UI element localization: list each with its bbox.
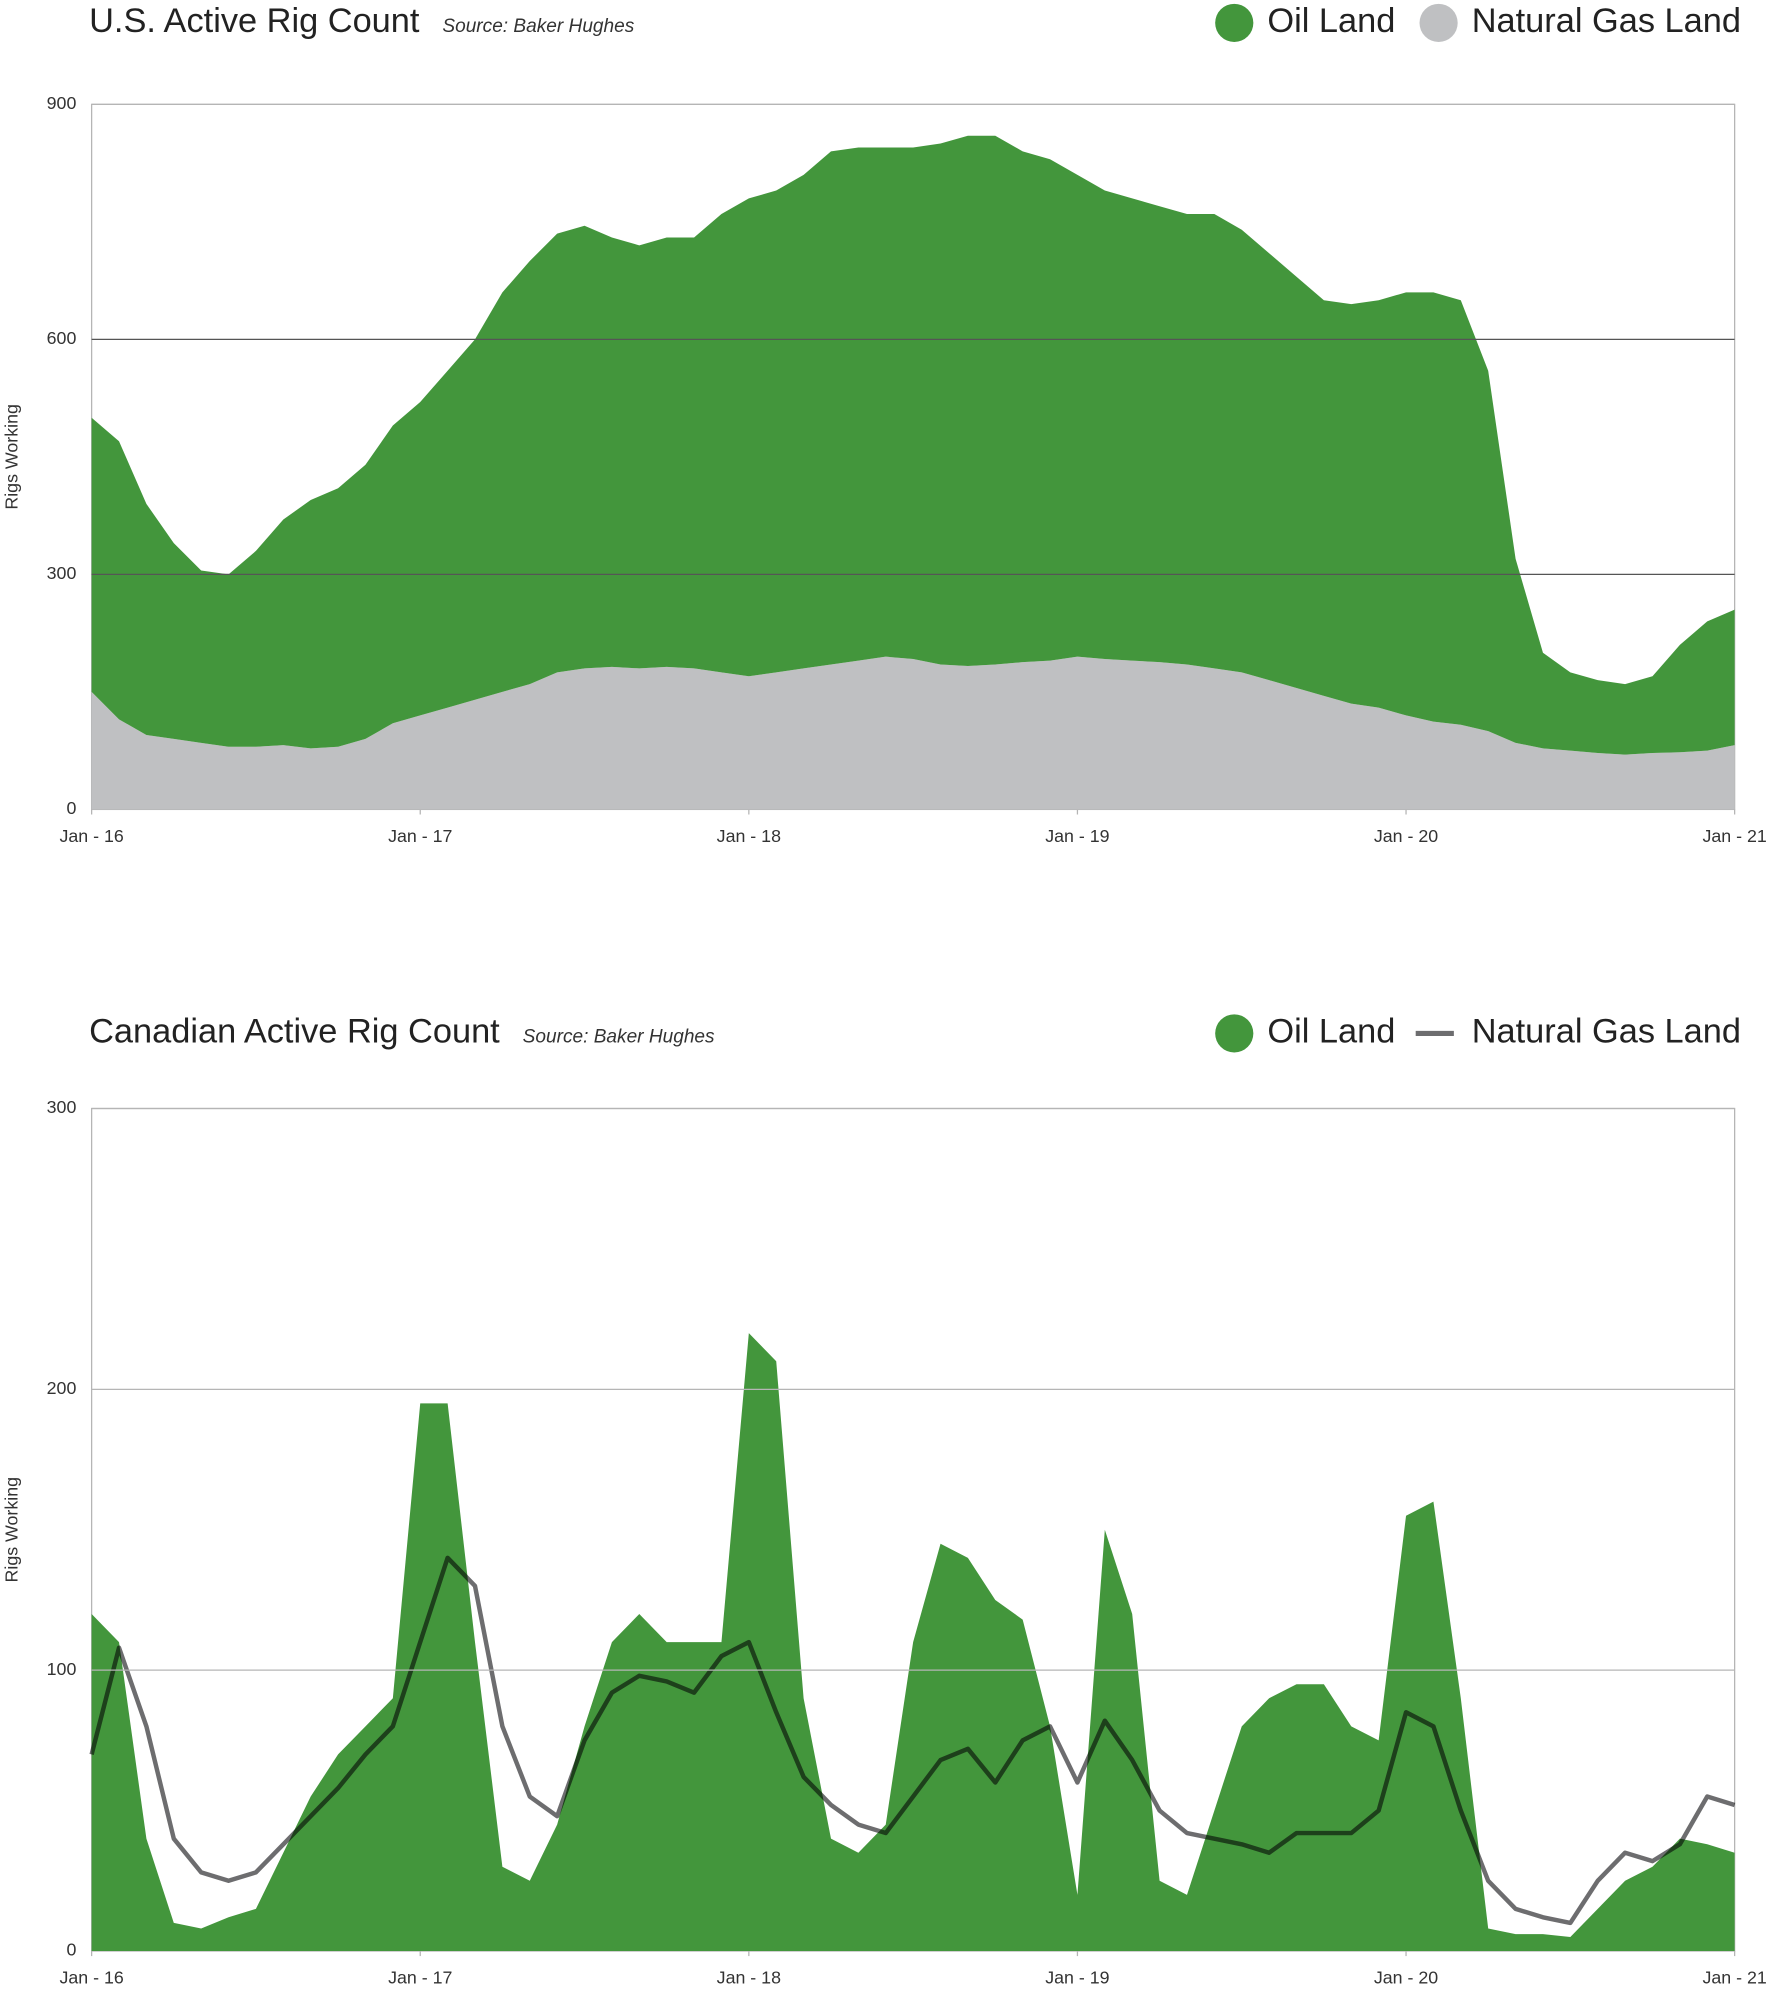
y-tick-label: 900	[47, 93, 77, 113]
x-tick-label: Jan - 16	[59, 1968, 123, 1988]
chart-title: Canadian Active Rig Count	[89, 1012, 500, 1050]
y-tick-label: 200	[47, 1378, 77, 1398]
legend-label: Natural Gas Land	[1472, 2, 1741, 40]
y-tick-label: 300	[47, 563, 77, 583]
y-tick-label: 600	[47, 328, 77, 348]
x-tick-label: Jan - 19	[1045, 1968, 1109, 1988]
y-axis-label: Rigs Working	[1, 404, 21, 509]
area-1	[91, 135, 1735, 755]
x-tick-label: Jan - 20	[1374, 1968, 1438, 1988]
legend-label: Oil Land	[1267, 1012, 1395, 1050]
y-tick-label: 100	[47, 1659, 77, 1679]
legend-label: Oil Land	[1267, 2, 1395, 40]
x-tick-label: Jan - 21	[1702, 826, 1766, 846]
x-tick-label: Jan - 17	[388, 1968, 452, 1988]
x-tick-label: Jan - 16	[59, 826, 123, 846]
x-tick-label: Jan - 19	[1045, 826, 1109, 846]
y-axis-label: Rigs Working	[1, 1477, 21, 1583]
y-tick-label: 300	[47, 1097, 77, 1117]
legend-swatch	[1215, 1014, 1254, 1053]
x-tick-label: Jan - 18	[717, 826, 781, 846]
x-tick-label: Jan - 17	[388, 826, 452, 846]
y-tick-label: 0	[66, 1940, 76, 1960]
area	[91, 1333, 1735, 1951]
area-0	[91, 656, 1735, 810]
x-tick-label: Jan - 21	[1702, 1968, 1766, 1988]
chart-title: U.S. Active Rig Count	[89, 2, 420, 40]
y-tick-label: 0	[66, 798, 76, 818]
chart-subtitle: Source: Baker Hughes	[442, 16, 634, 37]
x-tick-label: Jan - 20	[1374, 826, 1438, 846]
chart: U.S. Active Rig Count Source: Baker Hughe…	[1, 2, 1766, 846]
legend-label: Natural Gas Land	[1472, 1012, 1741, 1050]
chart-subtitle: Source: Baker Hughes	[523, 1026, 715, 1047]
legend-swatch	[1215, 3, 1254, 43]
line	[89, 1555, 1736, 1926]
x-tick-label: Jan - 18	[717, 1968, 781, 1988]
legend-swatch	[1419, 3, 1458, 43]
chart: Canadian Active Rig Count Source: Baker H…	[1, 1012, 1766, 1987]
